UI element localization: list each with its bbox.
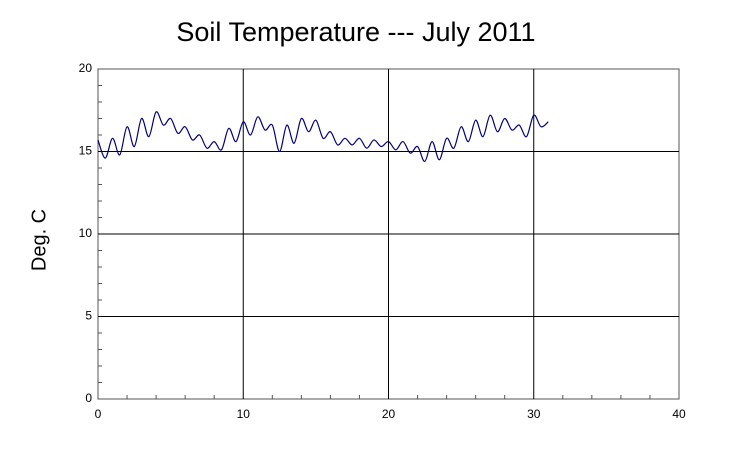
x-tick-label: 30 (527, 407, 541, 421)
chart-title: Soil Temperature --- July 2011 (176, 17, 535, 47)
y-tick-label: 10 (79, 226, 93, 240)
y-tick-label: 0 (85, 391, 92, 405)
y-tick-label: 5 (85, 309, 92, 323)
y-tick-label: 20 (79, 61, 93, 75)
y-axis-label: Deg. C (28, 209, 50, 271)
x-tick-label: 40 (672, 407, 686, 421)
x-tick-label: 0 (95, 407, 102, 421)
x-tick-label: 20 (382, 407, 396, 421)
y-tick-label: 15 (79, 144, 93, 158)
data-line (97, 111, 549, 163)
x-tick-label: 10 (237, 407, 251, 421)
